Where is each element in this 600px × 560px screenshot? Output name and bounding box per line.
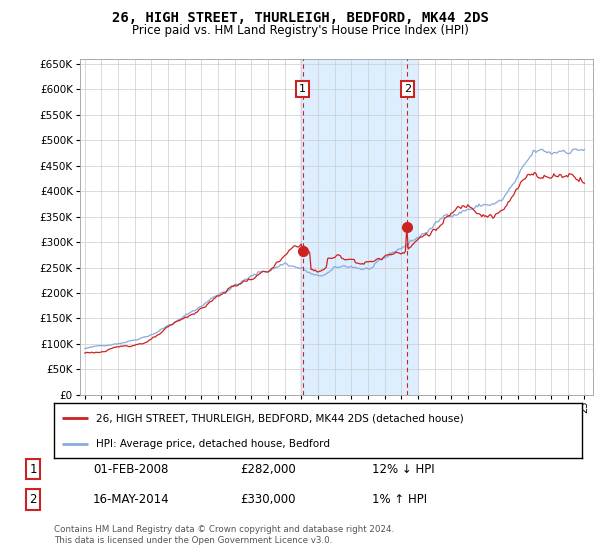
- Text: Price paid vs. HM Land Registry's House Price Index (HPI): Price paid vs. HM Land Registry's House …: [131, 24, 469, 37]
- Text: 26, HIGH STREET, THURLEIGH, BEDFORD, MK44 2DS: 26, HIGH STREET, THURLEIGH, BEDFORD, MK4…: [112, 11, 488, 25]
- Text: 1: 1: [29, 463, 37, 476]
- Text: 01-FEB-2008: 01-FEB-2008: [93, 463, 169, 476]
- Text: 26, HIGH STREET, THURLEIGH, BEDFORD, MK44 2DS (detached house): 26, HIGH STREET, THURLEIGH, BEDFORD, MK4…: [96, 413, 464, 423]
- Text: HPI: Average price, detached house, Bedford: HPI: Average price, detached house, Bedf…: [96, 439, 330, 449]
- Text: £282,000: £282,000: [240, 463, 296, 476]
- Text: Contains HM Land Registry data © Crown copyright and database right 2024.
This d: Contains HM Land Registry data © Crown c…: [54, 525, 394, 545]
- Bar: [299, 59, 418, 395]
- Text: £330,000: £330,000: [240, 493, 296, 506]
- Text: 1% ↑ HPI: 1% ↑ HPI: [372, 493, 427, 506]
- Text: 12% ↓ HPI: 12% ↓ HPI: [372, 463, 434, 476]
- Text: 2: 2: [404, 84, 411, 94]
- Text: 2: 2: [29, 493, 37, 506]
- Text: 16-MAY-2014: 16-MAY-2014: [93, 493, 170, 506]
- Text: 1: 1: [299, 84, 306, 94]
